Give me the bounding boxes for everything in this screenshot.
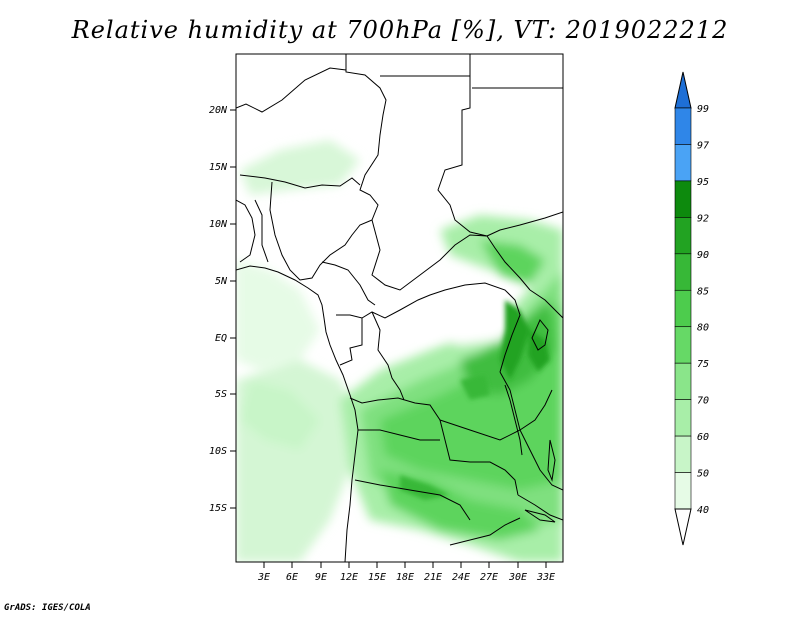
colorbar-label: 40	[697, 505, 709, 516]
lon-label: 15E	[368, 572, 386, 583]
lon-label: 6E	[286, 572, 298, 583]
credit-text: GrADS: IGES/COLA	[4, 603, 91, 613]
colorbar-label: 85	[697, 286, 709, 297]
colorbar-segment	[674, 362, 692, 400]
colorbar-label: 97	[697, 140, 709, 151]
lat-label: EQ	[215, 333, 227, 344]
lat-label: 5S	[215, 389, 227, 400]
colorbar-label: 60	[697, 432, 709, 443]
country-borders	[236, 54, 563, 562]
lon-label: 27E	[480, 572, 498, 583]
colorbar-label: 95	[697, 177, 709, 188]
lon-label: 9E	[315, 572, 327, 583]
lon-label: 18E	[396, 572, 414, 583]
lat-label: 10S	[209, 446, 227, 457]
latitude-axis: 20N 15N 10N 5N EQ 5S 10S 15S	[209, 105, 236, 514]
lat-label: 5N	[215, 276, 228, 287]
colorbar-label: 50	[697, 469, 709, 480]
colorbar-label: 90	[697, 250, 709, 261]
colorbar-segment	[674, 107, 692, 145]
map-frame	[235, 53, 564, 563]
colorbar-top-arrow	[674, 71, 692, 109]
colorbar: 99 97 95 92 90 85 80 75 70 60 50 40	[674, 71, 709, 546]
lon-label: 24E	[452, 572, 470, 583]
colorbar-segment	[674, 217, 692, 255]
lon-label: 33E	[536, 572, 555, 583]
colorbar-segment	[674, 472, 692, 510]
colorbar-bottom-arrow	[674, 508, 692, 546]
longitude-axis: 3E 6E 9E 12E 15E 18E 21E 24E 27E 30E 33E	[257, 562, 555, 583]
colorbar-label: 92	[697, 213, 709, 224]
lat-label: 15N	[209, 162, 228, 173]
colorbar-label: 70	[697, 396, 709, 407]
colorbar-segment	[674, 326, 692, 364]
humidity-field	[236, 54, 563, 562]
lon-label: 30E	[508, 572, 527, 583]
colorbar-label: 75	[697, 359, 709, 370]
colorbar-label: 80	[697, 323, 709, 334]
lon-label: 12E	[340, 572, 358, 583]
colorbar-segment	[674, 180, 692, 218]
colorbar-segment	[674, 253, 692, 291]
lat-label: 10N	[209, 219, 228, 230]
lon-label: 3E	[257, 572, 270, 583]
colorbar-segment	[674, 399, 692, 437]
colorbar-label: 99	[697, 104, 709, 115]
colorbar-segment	[674, 289, 692, 328]
lat-label: 20N	[209, 105, 228, 116]
chart-title: Relative humidity at 700hPa [%], VT: 201…	[71, 16, 729, 44]
lon-label: 21E	[424, 572, 442, 583]
colorbar-segment	[674, 144, 692, 182]
colorbar-segment	[674, 435, 692, 473]
lat-label: 15S	[209, 503, 227, 514]
